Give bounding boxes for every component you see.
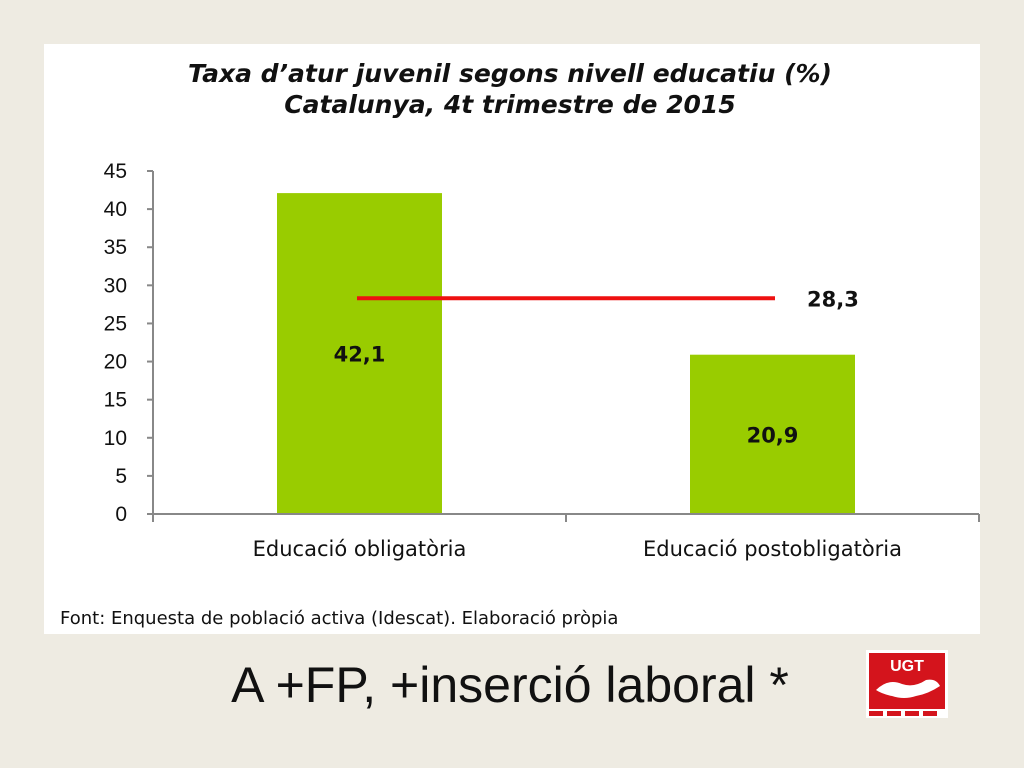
handshake-icon [876,679,940,698]
chart-title-line-2: Catalunya, 4t trimestre de 2015 [284,90,735,119]
y-tick-label-10: 10 [104,427,127,450]
category-label-2: Educació postobligatòria [643,537,902,561]
category-label-1: Educació obligatòria [253,537,467,561]
y-tick-label-15: 15 [104,389,127,412]
bar-value-label-2: 20,9 [747,423,799,447]
y-tick-label-45: 45 [104,160,127,183]
bar-2 [690,354,855,514]
source-note: Font: Enquesta de població activa (Idesc… [60,608,618,629]
y-tick-label-40: 40 [104,198,127,221]
y-tick-label-0: 0 [115,503,127,526]
ugt-logo: UGT [866,650,948,718]
logo-wordmark: UGT [890,658,924,675]
chart-panel: Taxa d’atur juvenil segons nivell educat… [44,44,980,634]
logo-stripe [869,711,937,716]
average-value-label: 28,3 [807,287,859,311]
bar-1 [277,193,442,515]
slide-caption: A +FP, +inserció laboral * [231,657,789,713]
bar-value-label-1: 42,1 [334,343,386,367]
y-tick-label-30: 30 [104,274,127,297]
y-tick-label-5: 5 [115,465,127,488]
chart-title-line-1: Taxa d’atur juvenil segons nivell educat… [188,59,832,88]
y-tick-label-20: 20 [104,351,127,374]
plot-area: 42,1 Educació obligatòria 20,9 Educació pos… [104,160,980,561]
y-tick-label-25: 25 [104,312,127,335]
bar-chart: Taxa d’atur juvenil segons nivell educat… [60,59,980,629]
y-tick-label-35: 35 [104,236,127,259]
